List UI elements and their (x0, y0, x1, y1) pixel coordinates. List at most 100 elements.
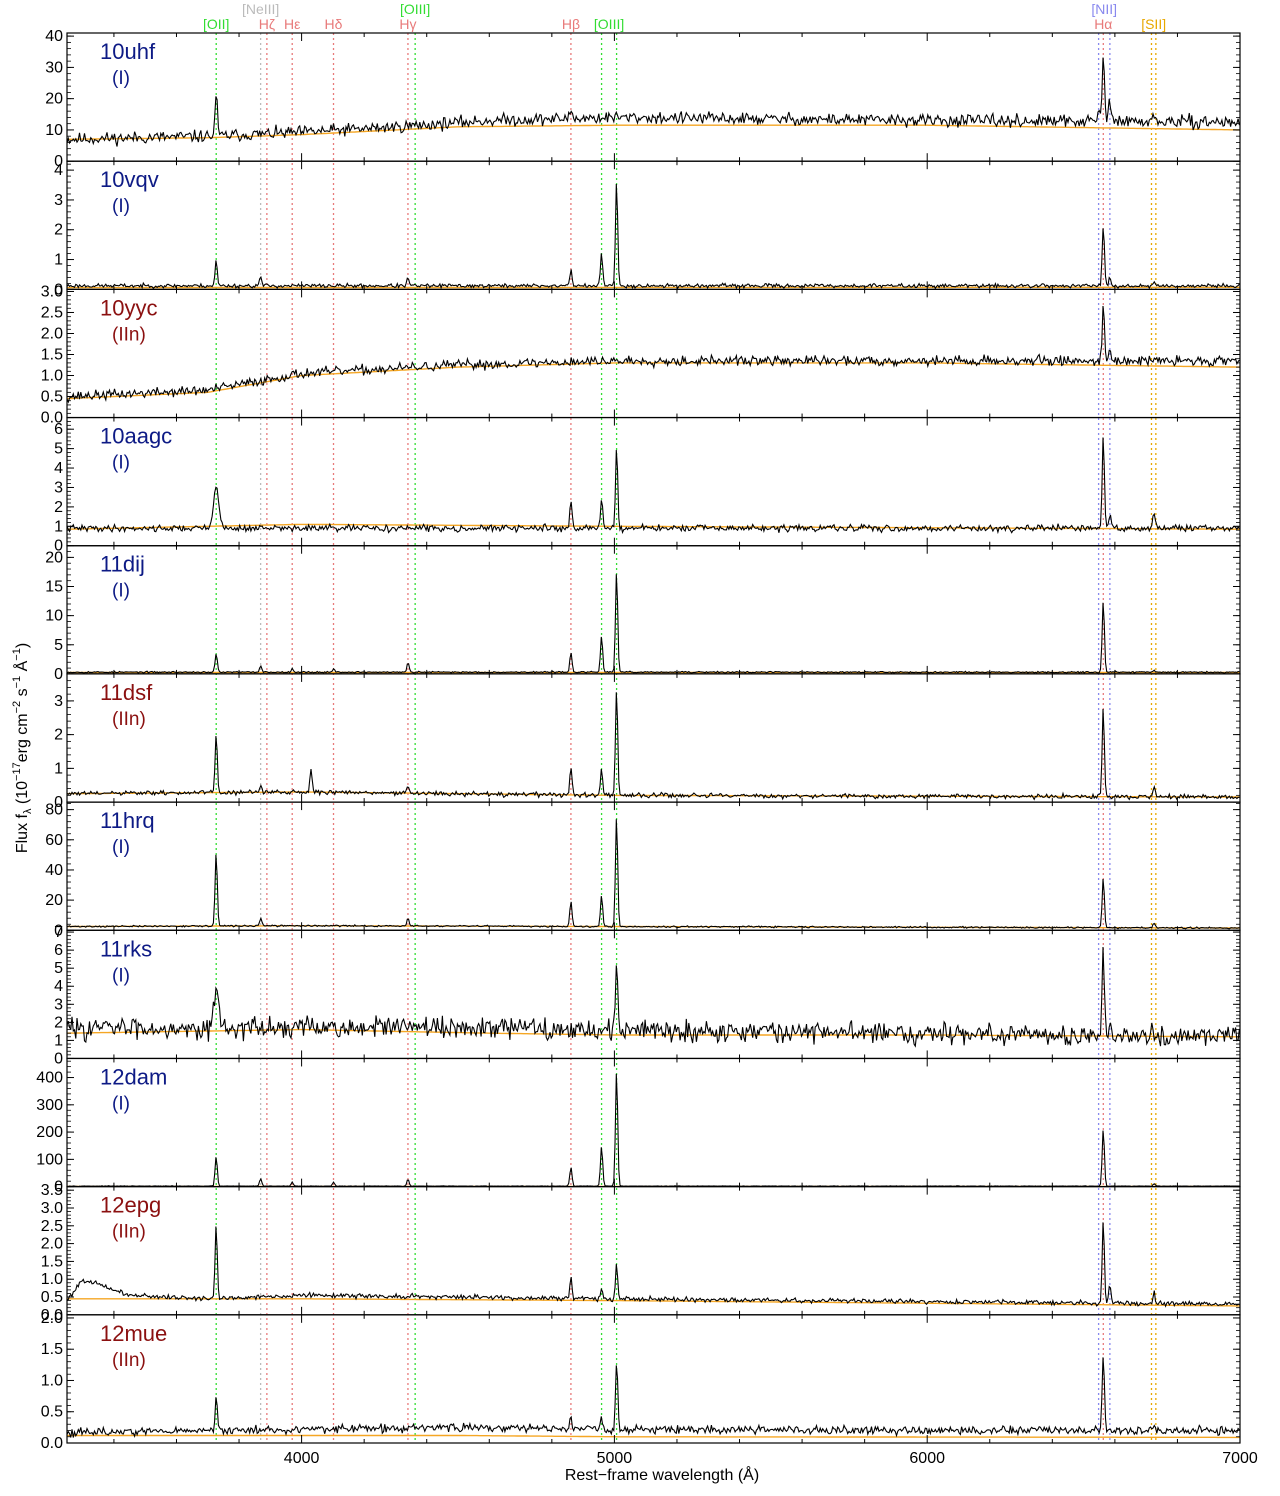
panel-name-11dij: 11dij (100, 552, 145, 577)
emission-line-label: [NII] (1091, 1, 1117, 17)
y-tick-label: 80 (45, 802, 63, 819)
y-tick-label: 4 (54, 460, 63, 477)
panel-frame (67, 802, 1240, 930)
y-tick-label: 5 (54, 441, 63, 458)
y-tick-label: 15 (45, 579, 63, 596)
y-tick-label: 5 (54, 960, 63, 977)
y-tick-label: 3.0 (41, 1200, 63, 1217)
y-tick-label: 10 (45, 122, 63, 139)
y-tick-label: 2.0 (41, 1310, 63, 1327)
panel-type-11dij: (I) (112, 581, 130, 602)
panel-name-11dsf: 11dsf (100, 680, 153, 705)
y-tick-label: 0 (54, 1050, 63, 1067)
y-tick-label: 0.5 (41, 1289, 63, 1306)
y-tick-label: 0.5 (41, 1404, 63, 1421)
panel-frame (67, 546, 1240, 674)
panel-frame (67, 1058, 1240, 1186)
y-tick-label: 2 (54, 499, 63, 516)
spectrum-panel-10aagc: 0123456 10aagc(I) (54, 418, 1240, 555)
y-tick-label: 3.0 (41, 283, 63, 300)
y-tick-label: 1.0 (41, 1271, 63, 1288)
y-tick-label: 60 (45, 832, 63, 849)
x-tick-label: 7000 (1222, 1450, 1258, 1467)
spectrum-panel-10vqv: 0 1 2 3 4 10vqv (I) (54, 161, 1240, 298)
y-tick-label: 3.5 (41, 1182, 63, 1199)
panel-type-12dam: (I) (112, 1093, 130, 1114)
panel-type-10vqv: (I) (112, 196, 130, 217)
y-tick-label: 20 (45, 892, 63, 909)
panel-type-10yyc: (IIn) (112, 324, 146, 345)
y-tick-label: 1.5 (41, 1253, 63, 1270)
y-tick-label: 40 (45, 28, 63, 45)
panel-frame (67, 289, 1240, 417)
observed-spectrum-12mue (67, 1357, 1239, 1437)
y-tick-label: 3 (54, 192, 63, 209)
y-tick-label: 1 (54, 1032, 63, 1049)
y-tick-label: 1.5 (41, 1341, 63, 1358)
y-tick-label: 5 (54, 637, 63, 654)
panel-name-11hrq: 11hrq (100, 808, 155, 833)
y-tick-label: 3 (54, 996, 63, 1013)
emission-line-label: [OII] (203, 16, 229, 32)
y-tick-label: 10 (45, 608, 63, 625)
y-axis-title-mid3: s (14, 688, 31, 700)
model-spectrum-12epg (67, 1299, 1240, 1306)
spectrum-panel-11hrq: 0 20 40 60 80 11hrq (I) (45, 802, 1240, 940)
emission-line-layer (216, 33, 1156, 1443)
emission-line-label: Hα (1094, 16, 1112, 32)
y-axis-title-exp2: −2 (11, 701, 23, 714)
x-axis-title: Rest−frame wavelength (Å) (565, 1465, 759, 1484)
y-tick-label: 2 (54, 222, 63, 239)
panel-type-12mue: (IIn) (112, 1350, 146, 1371)
panel-layer: 01020304010uhf(I)01234 10vqv(I)0.00.51.01… (36, 28, 1240, 1452)
panel-name-11rks: 11rks (100, 936, 152, 961)
y-axis-title-suffix: ) (14, 643, 31, 648)
y-tick-label: 2 (54, 1014, 63, 1031)
y-tick-label: 1 (54, 760, 63, 777)
emission-line-label: Hζ (259, 16, 275, 32)
y-axis-title-mid1: (10 (14, 781, 31, 809)
y-axis-title-exp1: −17 (11, 762, 23, 781)
panel-frame (67, 161, 1240, 289)
y-tick-label: 6 (54, 421, 63, 438)
x-axis-layer: 4000 5000 6000 7000 (284, 1450, 1258, 1467)
emission-line-label: [SII] (1141, 16, 1166, 32)
emission-line-label: Hγ (399, 16, 416, 32)
y-tick-label: 100 (36, 1151, 63, 1168)
y-tick-label: 1.0 (41, 368, 63, 385)
observed-spectrum-12dam (67, 1074, 1239, 1187)
y-tick-label: 4 (54, 162, 63, 179)
spectrum-panel-12mue: 0.0 0.5 1.0 1.5 2.0 12mue (IIn) (41, 1310, 1240, 1452)
x-tick-label: 4000 (284, 1450, 320, 1467)
spectrum-panel-10uhf: 01020304010uhf(I) (45, 28, 1240, 170)
y-axis-title: Flux fλ (10−17erg cm−2 s−1 Å−1) (11, 643, 34, 853)
y-tick-label: 0.0 (41, 1435, 63, 1452)
emission-line-label: Hε (284, 16, 300, 32)
y-tick-label: 2 (54, 727, 63, 744)
model-spectrum-10uhf (67, 125, 1240, 139)
y-tick-label: 3 (54, 693, 63, 710)
y-axis-title-exp3: −1 (11, 676, 23, 689)
panel-type-11dsf: (IIn) (112, 709, 146, 730)
panel-name-10yyc: 10yyc (100, 295, 157, 320)
panel-name-10uhf: 10uhf (100, 39, 156, 64)
y-tick-label: 0 (54, 666, 63, 683)
panel-name-10vqv: 10vqv (100, 167, 159, 192)
spectrum-panel-11dij: 0 5 10 15 20 11dij (I) (45, 546, 1240, 683)
panel-name-12mue: 12mue (100, 1321, 167, 1346)
observed-spectrum-11dij (67, 574, 1239, 673)
y-tick-label: 4 (54, 978, 63, 995)
y-tick-label: 1.0 (41, 1372, 63, 1389)
observed-spectrum-12epg (67, 1222, 1239, 1306)
panel-name-10aagc: 10aagc (100, 424, 172, 449)
spectrum-panel-11dsf: 0 1 2 3 11dsf (IIn) (54, 674, 1240, 811)
observed-spectrum-10vqv (67, 184, 1239, 288)
x-tick-label: 5000 (597, 1450, 633, 1467)
y-tick-label: 300 (36, 1097, 63, 1114)
observed-spectrum-11rks (67, 947, 1239, 1046)
y-tick-label: 2.0 (41, 1236, 63, 1253)
emission-line-label: [OIII] (594, 16, 624, 32)
observed-spectrum-10yyc (67, 306, 1239, 402)
emission-line-label: [OIII] (400, 1, 430, 17)
observed-spectrum-11hrq (67, 819, 1239, 929)
